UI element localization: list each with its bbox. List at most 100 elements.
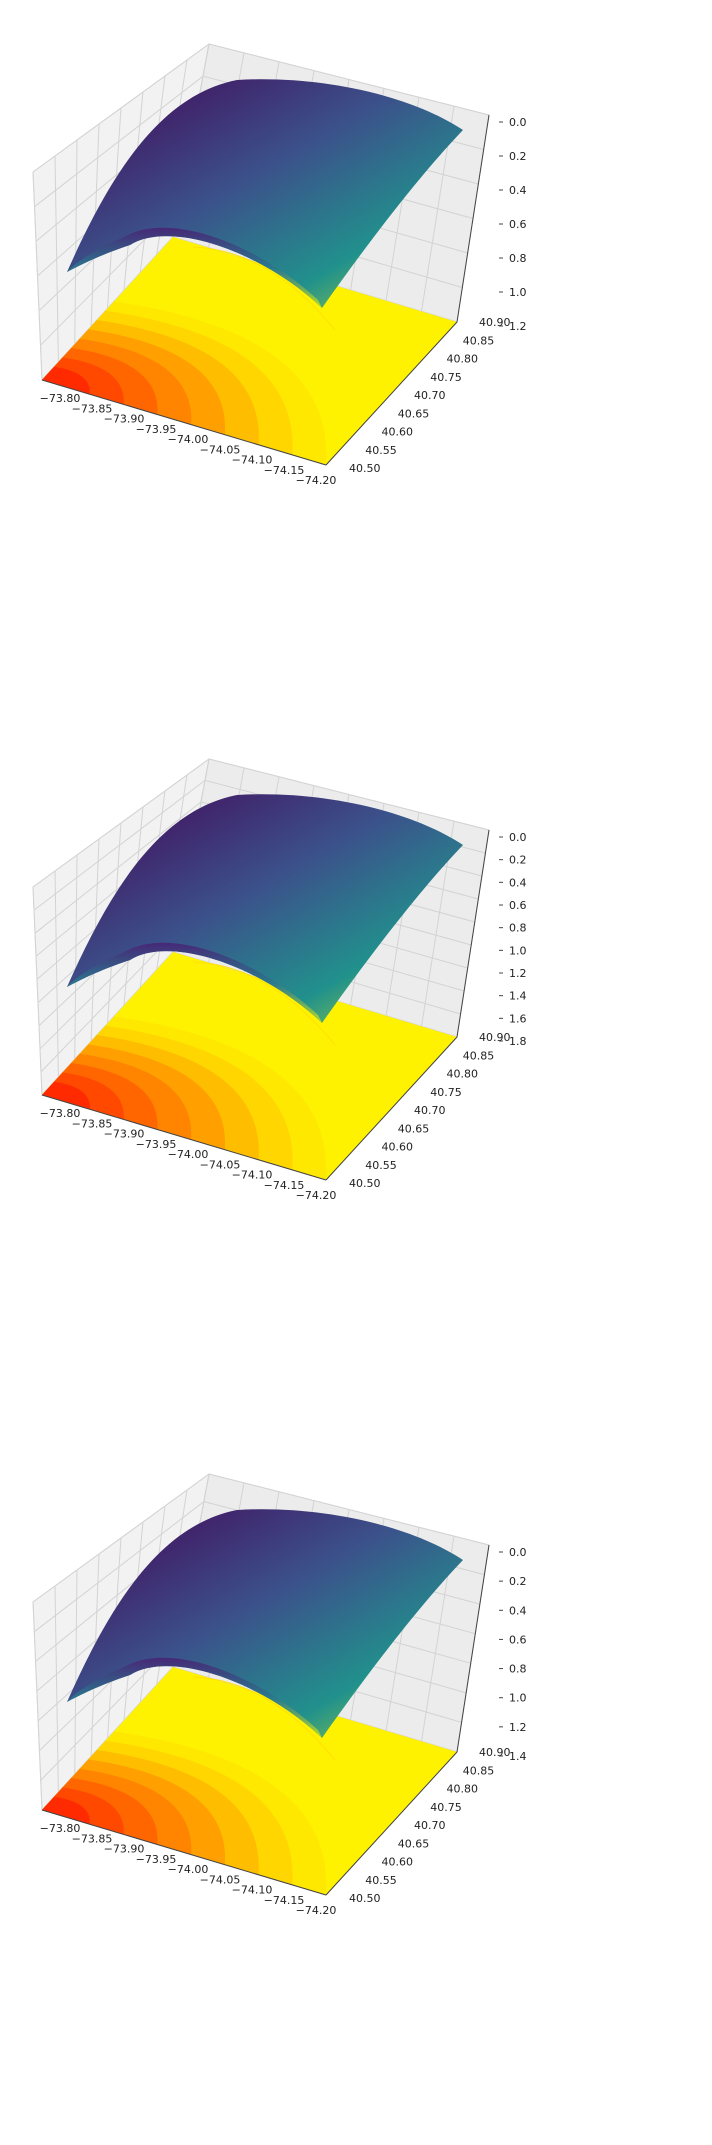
contour-line [192,1676,336,1761]
y-tick-label: 40.80 [447,1068,479,1081]
x-tick-label: −74.15 [264,1179,305,1192]
surface-edge [67,942,322,1023]
x-tick-label: −73.95 [136,1138,177,1151]
x-tick-label: −73.90 [104,1128,145,1141]
y-tick-label: 40.60 [382,1856,414,1869]
y-tick-label: 40.55 [365,1159,397,1172]
x-tick-label: −74.00 [168,1148,209,1161]
z-tick-label: 1.0 [509,286,527,299]
surface [67,79,463,308]
grid-line [32,886,43,1096]
y-tick-label: 40.90 [479,1031,511,1044]
grid-line [74,854,78,1060]
x-tick-label: −74.05 [200,443,241,456]
chart-panel-1: −73.80−73.85−73.90−73.95−74.00−74.05−74.… [32,42,527,487]
x-tick-label: −74.20 [296,1904,337,1917]
surface [67,1509,463,1738]
surface-edge [67,227,322,308]
y-tick-label: 40.85 [463,1764,495,1777]
y-tick-label: 40.60 [382,1141,414,1154]
x-tick-label: −73.80 [40,1107,81,1120]
z-tick-label: 0.0 [509,116,527,129]
z-tick-label: 0.4 [509,1604,527,1617]
grid-line [32,1601,43,1811]
z-tick-label: 0.2 [509,1575,527,1588]
surface [67,794,463,1023]
z-tick-label: 0.4 [509,184,527,197]
y-tick-label: 40.65 [398,407,430,420]
y-tick-label: 40.65 [398,1122,430,1135]
z-tick-label: 0.2 [509,150,527,163]
x-tick-label: −73.95 [136,1853,177,1866]
x-tick-label: −74.05 [200,1158,241,1171]
x-axis-line [41,1809,327,1896]
surface-edge [67,1657,322,1738]
x-tick-label: −74.20 [296,474,337,487]
z-tick-label: 1.6 [509,1012,527,1025]
z-axis-line [456,829,490,1038]
grid-line [54,870,59,1078]
contour-band [42,1796,90,1825]
x-tick-label: −73.90 [104,1843,145,1856]
x-tick-label: −73.80 [40,1822,81,1835]
x-tick-label: −73.80 [40,392,81,405]
z-axis-line [456,114,490,323]
y-tick-label: 40.75 [430,371,462,384]
grid-line [74,1569,78,1775]
z-tick-label: 1.2 [509,967,527,980]
y-tick-label: 40.50 [349,462,381,475]
z-tick-label: 0.8 [509,252,527,265]
y-axis-line [325,1036,458,1181]
y-tick-label: 40.90 [479,1746,511,1759]
contour-band [42,366,90,395]
grid-line [54,1585,59,1793]
y-tick-label: 40.50 [349,1892,381,1905]
y-tick-label: 40.70 [414,389,446,402]
z-tick-label: 1.4 [509,990,527,1003]
z-axis-line [456,1544,490,1753]
y-tick-label: 40.55 [365,1874,397,1887]
x-tick-label: −73.85 [72,1832,113,1845]
contour-floor [42,1667,457,1895]
z-tick-label: 1.2 [509,320,527,333]
x-tick-label: −74.20 [296,1189,337,1202]
x-axis-line [41,1094,327,1181]
chart-panel-3: −73.80−73.85−73.90−73.95−74.00−74.05−74.… [32,1472,527,1917]
x-axis-line [41,379,327,466]
z-tick-label: 0.0 [509,831,527,844]
x-tick-label: −73.85 [72,1117,113,1130]
y-tick-label: 40.75 [430,1086,462,1099]
y-tick-label: 40.85 [463,334,495,347]
z-tick-label: 1.4 [509,1750,527,1763]
z-tick-label: 1.2 [509,1721,527,1734]
contour-line [192,961,336,1046]
z-tick-label: 0.6 [509,1633,527,1646]
z-tick-label: 1.0 [509,944,527,957]
chart-panel-2: −73.80−73.85−73.90−73.95−74.00−74.05−74.… [32,757,527,1202]
x-tick-label: −74.10 [232,454,273,467]
x-tick-label: −74.10 [232,1169,273,1182]
z-tick-label: 0.4 [509,876,527,889]
z-tick-label: 0.2 [509,854,527,867]
z-tick-label: 0.6 [509,899,527,912]
grid-line [32,43,490,173]
y-tick-label: 40.80 [447,1783,479,1796]
contour-band [42,1081,90,1110]
grid-line [32,758,490,888]
contour-floor [42,237,457,465]
y-axis-line [325,321,458,466]
z-tick-label: 1.0 [509,1692,527,1705]
y-tick-label: 40.80 [447,353,479,366]
z-tick-label: 0.8 [509,922,527,935]
x-tick-label: −74.10 [232,1884,273,1897]
x-tick-label: −74.15 [264,1894,305,1907]
y-tick-label: 40.90 [479,316,511,329]
z-tick-label: 0.0 [509,1546,527,1559]
y-tick-label: 40.65 [398,1837,430,1850]
y-tick-label: 40.85 [463,1049,495,1062]
y-axis-line [325,1751,458,1896]
x-tick-label: −73.95 [136,423,177,436]
y-tick-label: 40.75 [430,1801,462,1814]
x-tick-label: −74.00 [168,1863,209,1876]
contour-line [192,246,336,331]
